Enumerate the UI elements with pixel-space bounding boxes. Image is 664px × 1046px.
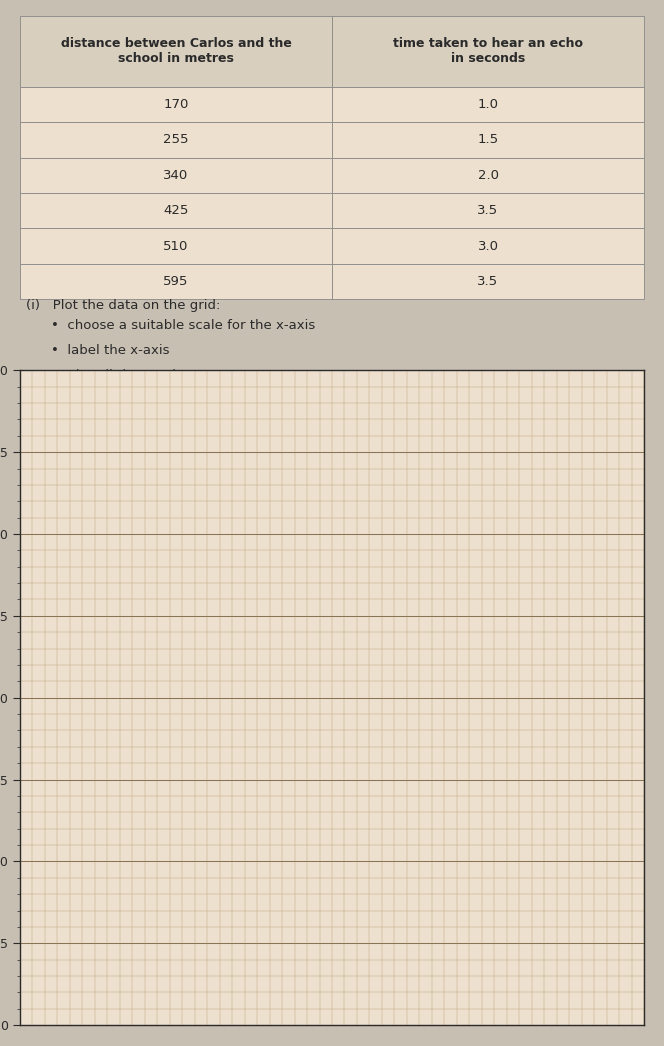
Text: •  plot all the results.: • plot all the results. — [51, 369, 193, 382]
Text: (i)   Plot the data on the grid:: (i) Plot the data on the grid: — [26, 299, 220, 313]
Text: •  choose a suitable scale for the x-axis: • choose a suitable scale for the x-axis — [51, 319, 315, 333]
Text: •  label the x-axis: • label the x-axis — [51, 344, 169, 357]
